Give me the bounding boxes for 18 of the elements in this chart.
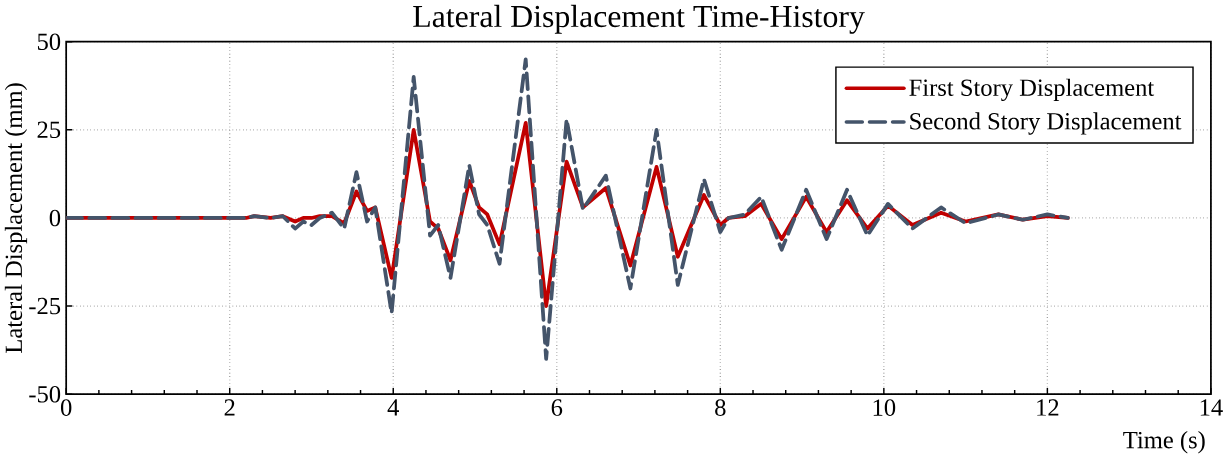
y-tick-label: 0 — [49, 209, 61, 227]
chart-title: Lateral Displacement Time-History — [413, 4, 865, 34]
x-tick-label: 14 — [1200, 399, 1223, 416]
x-tick-label: 12 — [1037, 399, 1059, 416]
y-tick-label: 50 — [37, 33, 61, 50]
y-tick-label: -25 — [29, 297, 61, 315]
x-tick-label: 2 — [224, 399, 235, 416]
x-axis-title: Time (s) — [1123, 431, 1205, 454]
x-tick-label: 4 — [387, 399, 399, 416]
y-tick-label: 25 — [37, 121, 61, 139]
legend-label: Second Story Displacement — [910, 112, 1182, 135]
x-tick-label: 8 — [715, 399, 726, 416]
y-axis-title: Lateral Displacement (mm) — [4, 83, 28, 353]
y-tick-label: -50 — [29, 385, 61, 403]
x-tick-label: 6 — [551, 399, 563, 416]
x-tick-label: 0 — [60, 399, 72, 416]
x-tick-label: 10 — [873, 399, 896, 416]
legend-label: First Story Displacement — [909, 78, 1155, 101]
